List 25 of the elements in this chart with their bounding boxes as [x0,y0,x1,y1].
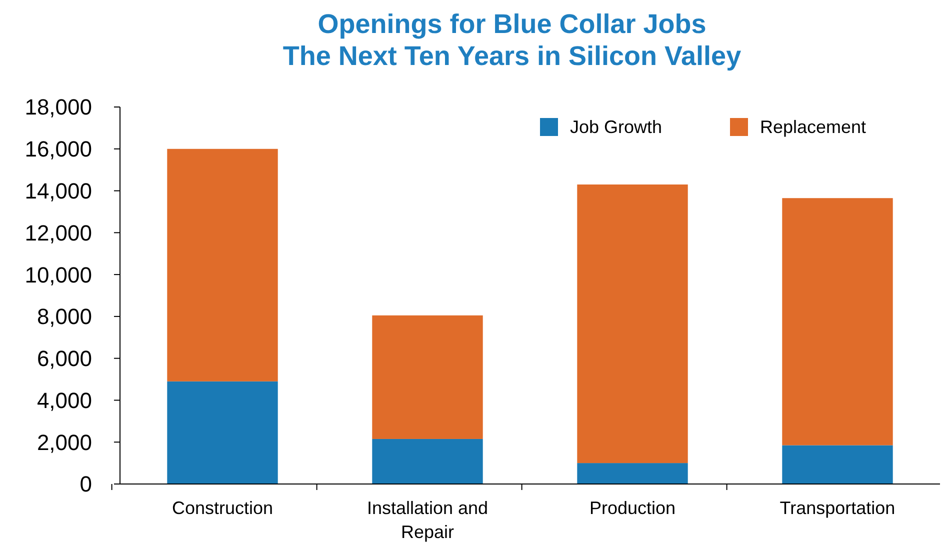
y-tick-label: 2,000 [36,430,92,455]
x-tick-label: Transportation [780,498,896,518]
x-tick-label: Production [589,498,676,518]
y-tick-label: 10,000 [24,262,92,288]
x-tick-label: Construction [172,498,274,518]
y-tick-label: 0 [80,472,92,497]
bar [577,463,688,484]
y-tick-label: 4,000 [36,388,92,413]
y-tick-label: 18,000 [24,94,92,120]
chart-title: Openings for Blue Collar Jobs The Next Ten Years in Silicon Valley [282,9,742,71]
bar [372,438,483,484]
bar [577,184,688,464]
y-tick-label: 6,000 [36,346,92,372]
bar [372,315,483,439]
y-tick-label: 16,000 [24,136,92,162]
bar [167,148,278,382]
bar [167,381,278,484]
bar [782,198,893,446]
legend-label: Replacement [760,117,866,137]
y-tick-label: 8,000 [36,304,92,330]
y-tick-label: 12,000 [24,220,92,246]
legend-label: Job Growth [570,117,662,137]
x-tick-label: Installation and Repair [366,498,488,542]
bar [782,445,893,484]
y-tick-label: 14,000 [24,178,92,204]
